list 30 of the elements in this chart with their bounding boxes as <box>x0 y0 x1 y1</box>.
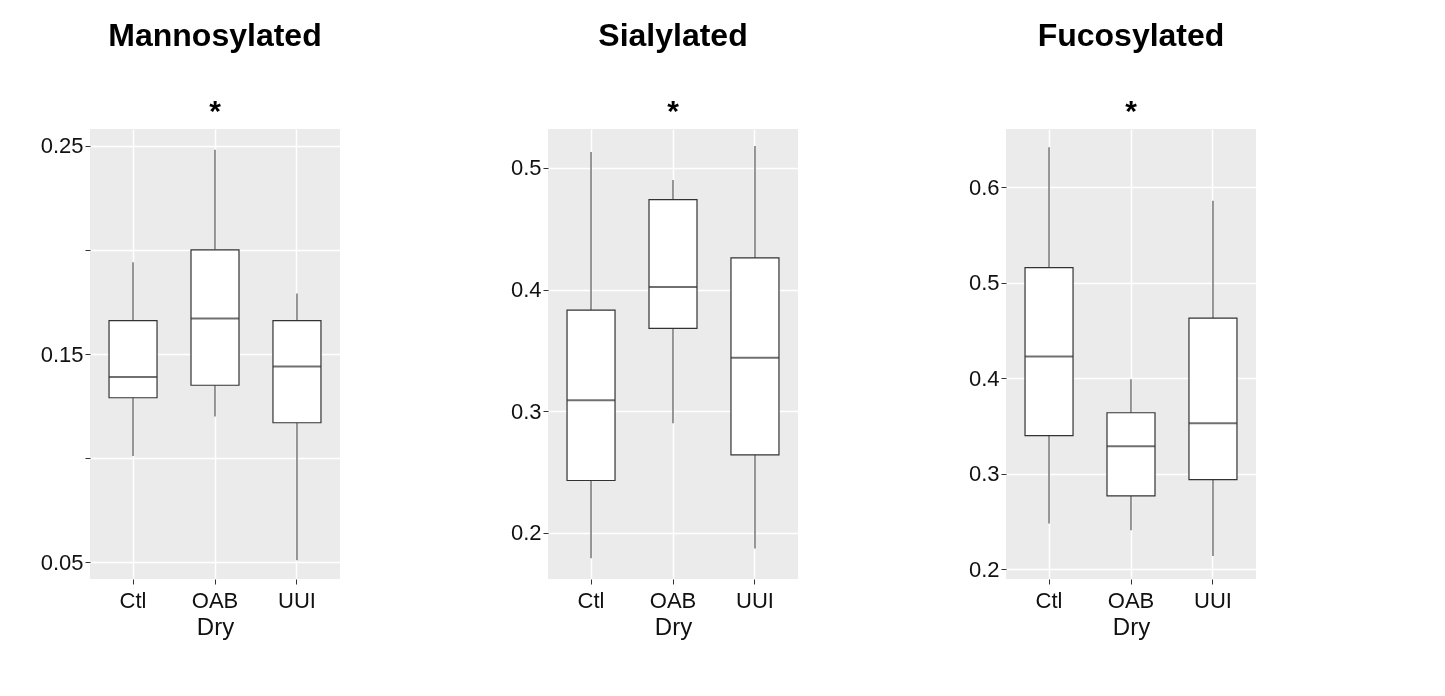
chart-title: Sialylated <box>598 17 748 53</box>
x-tick-label: OAB <box>649 587 697 613</box>
y-tick-label: 0.4 <box>968 365 1000 391</box>
x-tick-label: UUI <box>736 587 774 613</box>
text: * <box>667 94 680 127</box>
x-tick-label: OAB <box>191 587 239 613</box>
x-tick-label: UUI <box>278 587 316 613</box>
y-tick-label: 0.2 <box>968 556 1000 582</box>
y-tick-label: 0.3 <box>968 461 1000 487</box>
x-tick-label: OAB <box>1107 587 1155 613</box>
y-tick-label: 0.5 <box>968 270 1000 296</box>
y-tick-label: 0.3 <box>510 398 542 424</box>
text: * <box>209 94 222 127</box>
x-tick-label: Ctl <box>119 587 147 613</box>
x-axis-title: Dry <box>1112 612 1151 640</box>
x-tick-label: Ctl <box>577 587 605 613</box>
x-tick-label: Ctl <box>1035 587 1063 613</box>
chart-title: Mannosylated <box>108 17 322 53</box>
y-tick-label: 0.5 <box>510 155 542 181</box>
y-tick-label: 0.4 <box>510 277 542 303</box>
y-tick-label: 0.05 <box>40 549 84 575</box>
x-axis-title: Dry <box>654 612 693 640</box>
y-tick-label: 0.25 <box>40 133 84 159</box>
chart-title: Fucosylated <box>1037 17 1225 53</box>
x-axis-title: Dry <box>196 612 235 640</box>
text: * <box>1125 94 1138 127</box>
x-tick-label: UUI <box>1194 587 1232 613</box>
y-tick-label: 0.15 <box>40 341 84 367</box>
y-tick-label: 0.6 <box>968 174 1000 200</box>
y-tick-label: 0.2 <box>510 520 542 546</box>
